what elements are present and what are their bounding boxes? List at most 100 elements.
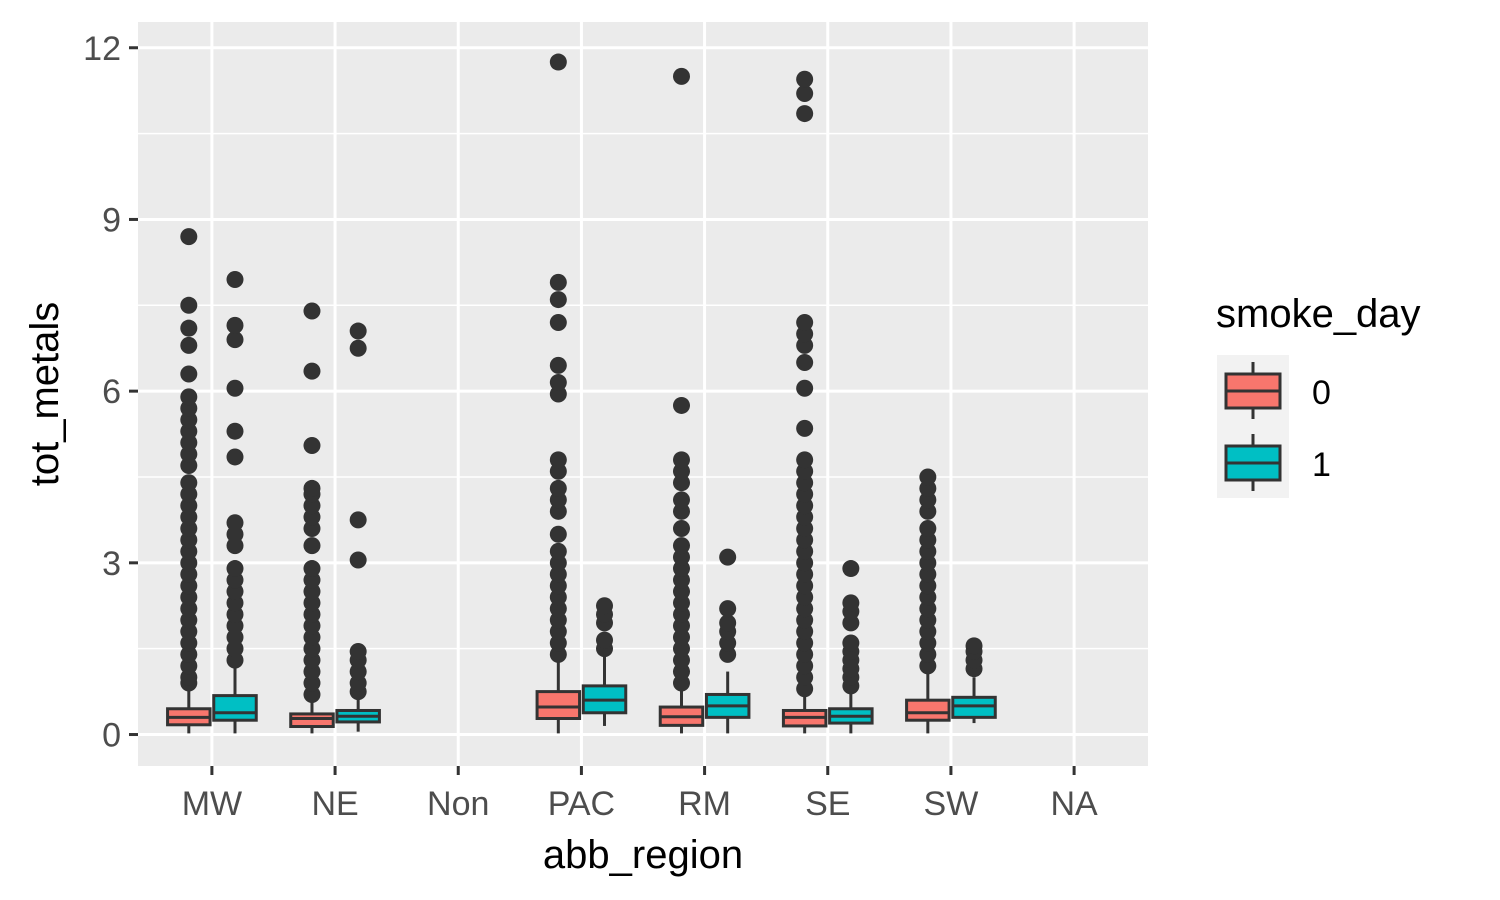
outlier-point [796,451,814,469]
outlier-point [226,316,244,334]
outlier-point [303,302,321,320]
box-SW-0 [905,468,951,734]
box-body [212,694,258,722]
box-PAC-1 [581,597,628,726]
outlier-point [549,313,567,331]
outlier-point [796,70,814,88]
x-tick-label: NA [1050,785,1098,823]
box-SE-1 [828,560,874,734]
outlier-point [672,451,690,469]
outlier-point [719,548,737,566]
outlier-point [842,634,860,652]
x-axis-title: abb_region [543,833,743,877]
box-body [535,690,582,720]
y-tick-label: 12 [83,30,121,68]
outlier-point [226,560,244,578]
outlier-point [919,519,937,537]
box-SW-1 [951,637,997,724]
outlier-point [796,85,814,103]
outlier-point [672,67,690,85]
outlier-point [549,53,567,71]
outlier-point [180,296,198,314]
box-RM-1 [704,548,751,734]
outlier-point [180,474,198,492]
outlier-point [303,560,321,578]
legend-label-0: 0 [1312,374,1331,412]
legend-label-1: 1 [1312,446,1331,484]
outlier-point [349,551,367,569]
x-tick-label: MW [182,785,242,823]
outlier-point [549,525,567,543]
y-axis: 0 3 6 9 12 [83,30,138,755]
outlier-point [226,422,244,440]
legend-title: smoke_day [1216,292,1421,336]
outlier-point [796,313,814,331]
outlier-point [180,228,198,246]
grid-major [138,22,1148,766]
outlier-point [303,437,321,455]
outlier-point [842,594,860,612]
outlier-point [919,468,937,486]
y-tick-label: 3 [102,545,121,583]
outlier-point [226,514,244,532]
outlier-point [226,331,244,349]
outlier-point [672,396,690,414]
outlier-point [180,388,198,406]
box-RM-0 [658,67,705,734]
box-body [905,698,951,722]
outlier-point [303,479,321,497]
x-tick-label: SE [805,785,850,823]
outlier-point [180,336,198,354]
outlier-point [226,448,244,466]
outlier-point [796,105,814,123]
y-tick-label: 0 [102,717,121,755]
x-tick-label: NE [311,785,358,823]
box-SE-0 [781,70,828,734]
x-axis: MW NE Non PAC RM SE SW NA [182,766,1098,823]
box-body [289,712,335,729]
outlier-point [303,537,321,555]
outlier-point [796,354,814,372]
box-NE-1 [335,322,381,732]
outlier-point [349,322,367,340]
outlier-point [180,319,198,337]
y-tick-label: 6 [102,373,121,411]
x-tick-label: Non [427,785,489,823]
outlier-point [226,379,244,397]
outlier-point [719,614,737,632]
box-PAC-0 [535,53,582,734]
outlier-point [349,339,367,357]
outlier-point [719,600,737,618]
box-NE-0 [289,302,335,734]
x-tick-label: SW [924,785,979,823]
outlier-point [672,519,690,537]
box-MW-1 [212,271,258,734]
legend-entry-0: 0 [1224,362,1331,419]
box-MW-0 [166,228,212,734]
outlier-point [965,637,983,655]
outlier-point [596,631,614,649]
outlier-point [796,419,814,437]
outlier-point [796,379,814,397]
y-tick-label: 9 [102,201,121,239]
box-layer [166,53,997,734]
outlier-point [549,542,567,560]
outlier-point [549,291,567,309]
outlier-point [349,643,367,661]
x-tick-label: RM [678,785,731,823]
outlier-point [549,273,567,291]
legend-entry-1: 1 [1224,434,1331,491]
outlier-point [596,597,614,615]
outlier-point [842,560,860,578]
outlier-point [549,356,567,374]
outlier-point [672,491,690,509]
outlier-point [349,511,367,529]
outlier-point [549,374,567,392]
outlier-point [549,451,567,469]
outlier-point [180,365,198,383]
y-axis-title: tot_metals [23,302,67,487]
x-tick-label: PAC [548,785,615,823]
outlier-point [549,479,567,497]
